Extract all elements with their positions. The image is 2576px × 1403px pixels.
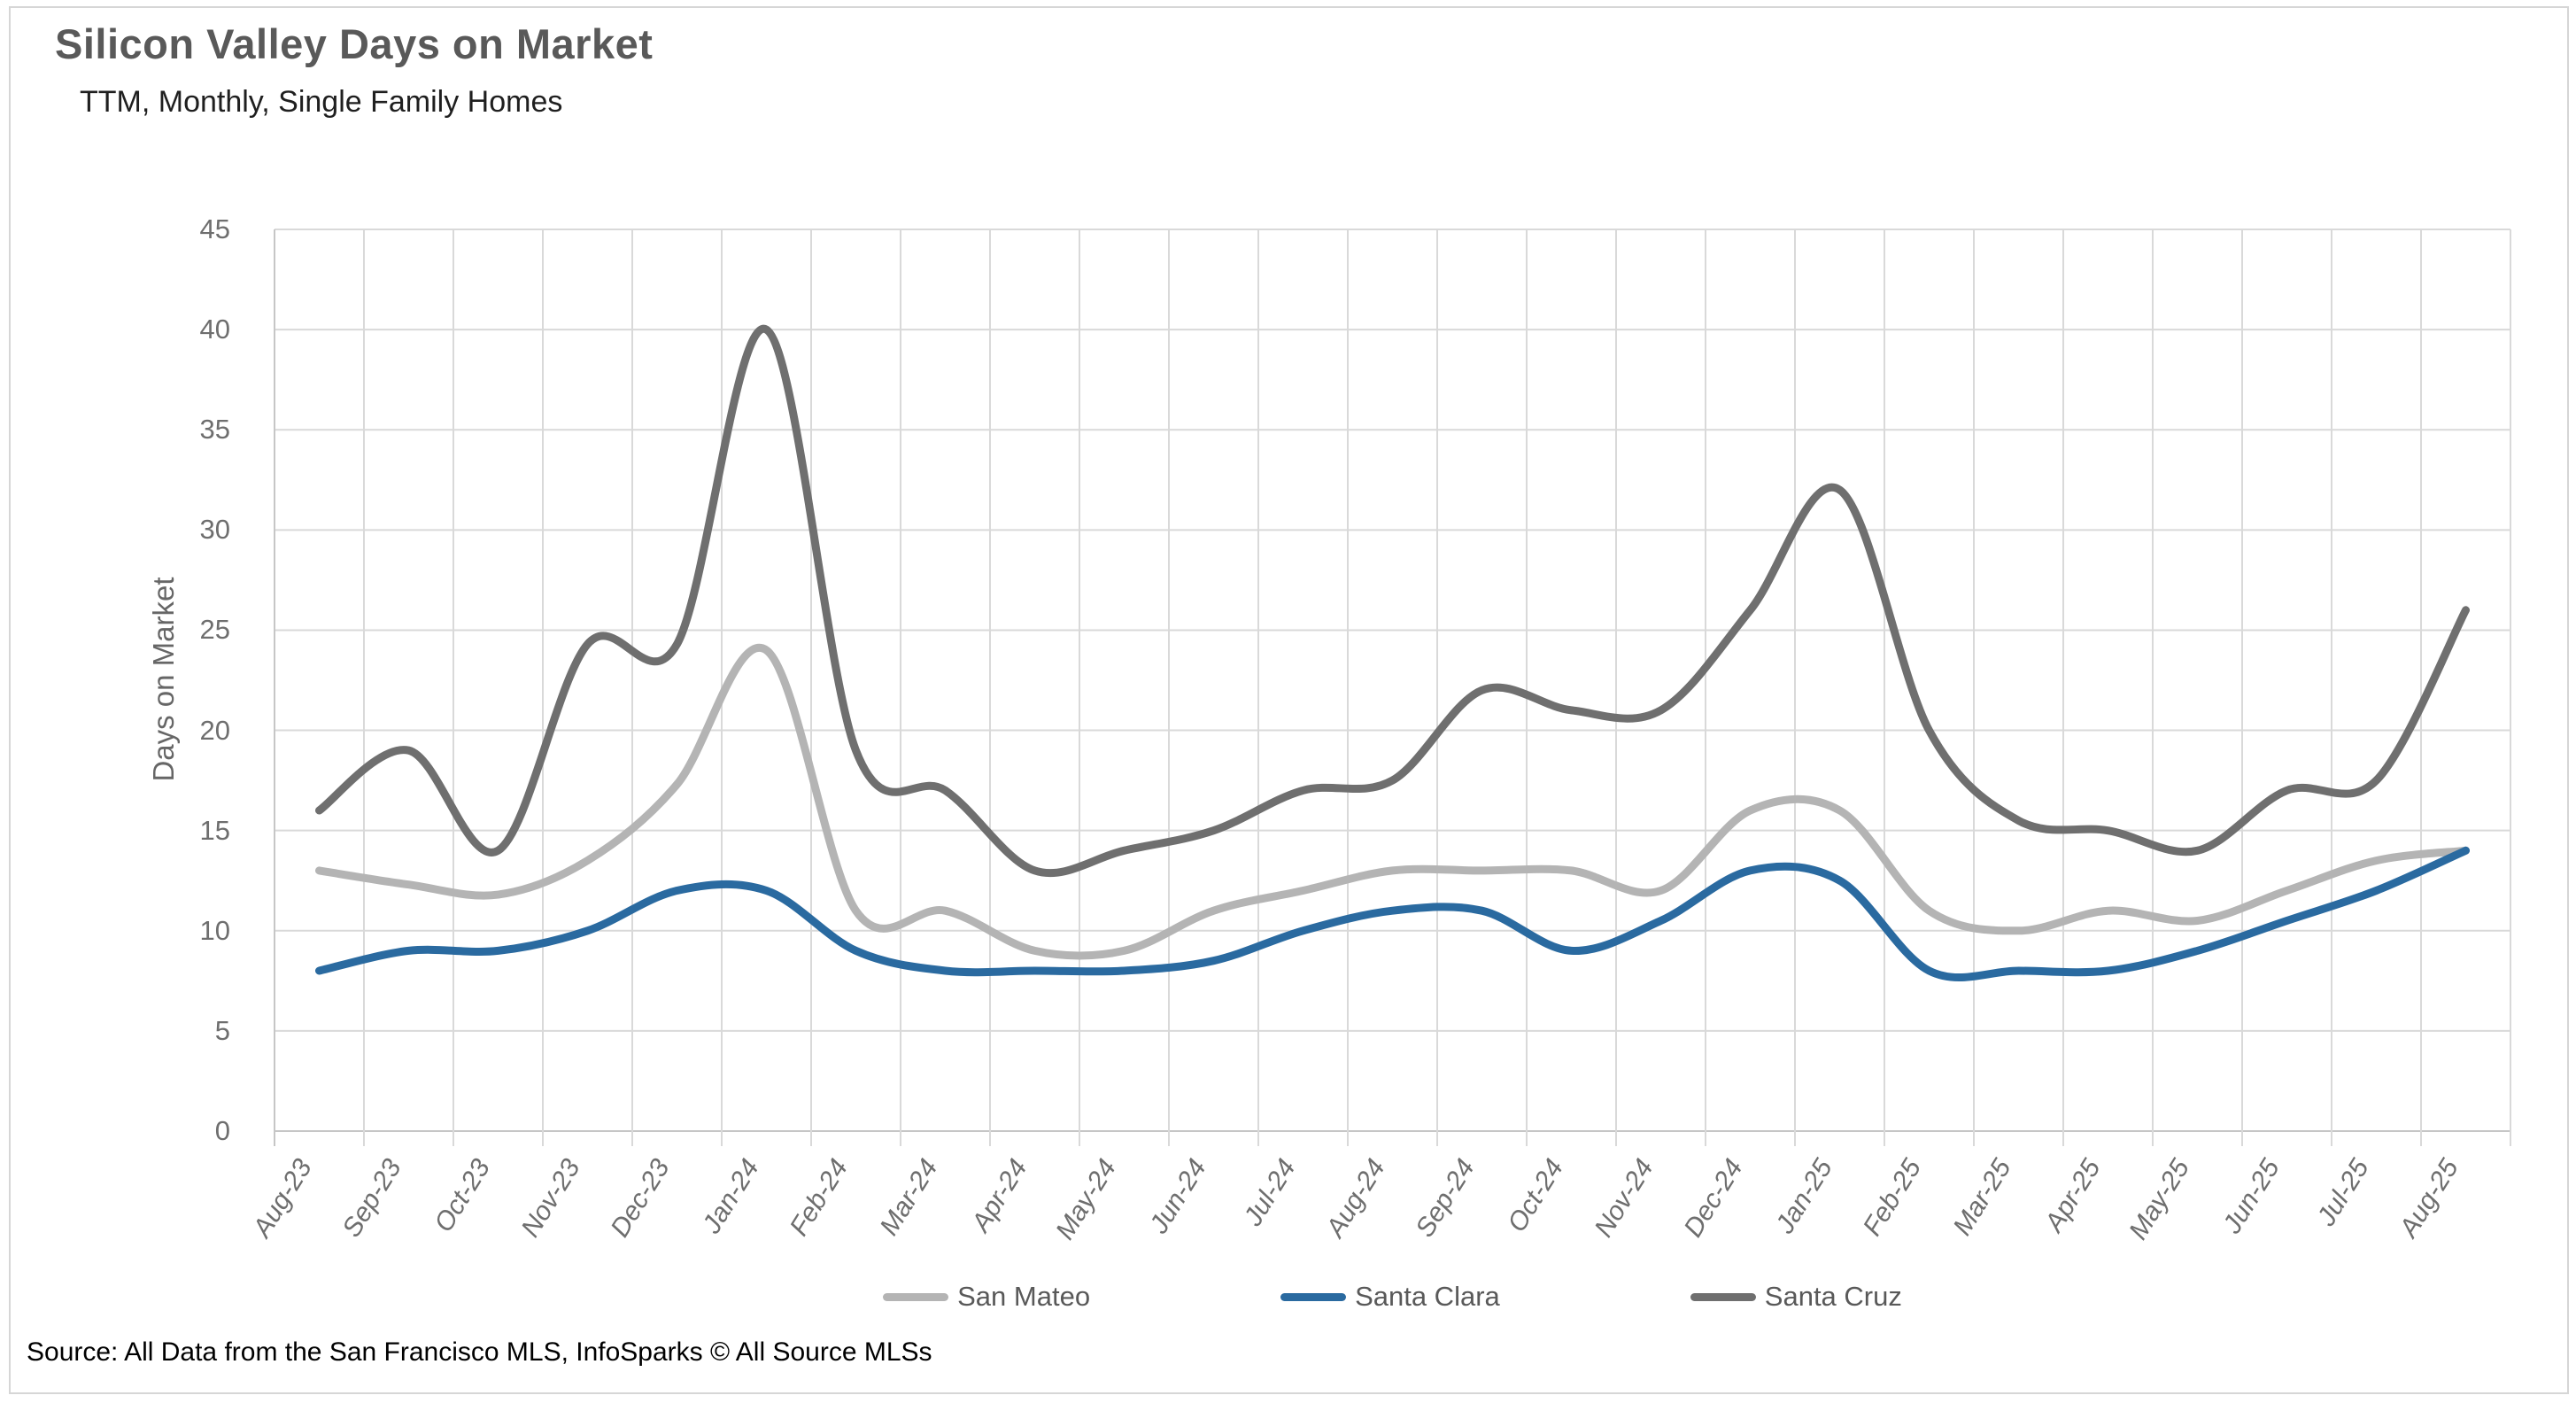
y-axis-tick-label: 35 [199,414,230,446]
source-note: Source: All Data from the San Francisco … [27,1337,932,1367]
chart-title: Silicon Valley Days on Market [55,20,654,67]
y-axis-tick-label: 5 [214,1014,230,1046]
y-axis-tick-label: 15 [199,814,230,846]
y-axis-tick-label: 40 [199,314,230,345]
chart-legend: San Mateo Santa Clara Santa Cruz [275,1270,2510,1323]
legend-label: San Mateo [957,1281,1091,1312]
legend-item-santa-cruz: Santa Cruz [1690,1281,1902,1313]
gridlines [274,229,2511,1146]
legend-item-san-mateo: San Mateo [883,1281,1090,1313]
legend-label: Santa Cruz [1764,1281,1902,1312]
legend-label: Santa Clara [1355,1281,1500,1312]
series-line-santa-clara [315,846,2470,982]
y-axis-tick-label: 0 [214,1115,230,1146]
series-line-santa-cruz [315,324,2470,878]
legend-item-santa-clara: Santa Clara [1280,1281,1500,1313]
legend-swatch-santa-cruz [1690,1292,1756,1301]
y-axis-tick-label: 45 [199,213,230,244]
y-axis-tick-label: 20 [199,714,230,746]
chart-subtitle: TTM, Monthly, Single Family Homes [80,85,563,119]
series-line-san-mateo [315,643,2470,960]
y-axis-tick-label: 25 [199,614,230,646]
y-axis-title: Days on Market [147,577,180,782]
y-axis-tick-label: 30 [199,514,230,546]
legend-swatch-san-mateo [883,1292,949,1301]
y-axis-tick-label: 10 [199,914,230,946]
legend-swatch-santa-clara [1280,1292,1347,1301]
